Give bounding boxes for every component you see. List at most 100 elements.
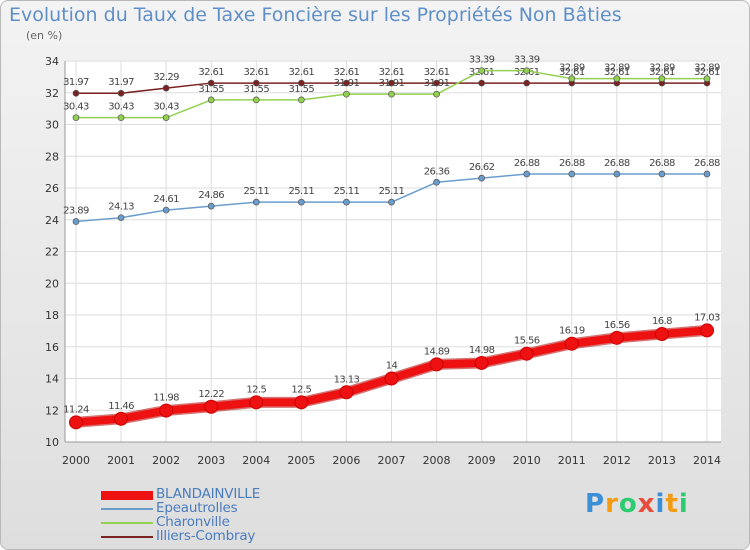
data-label: 23.89 xyxy=(63,205,89,216)
data-point xyxy=(700,323,714,338)
x-tick-label: 2008 xyxy=(423,454,451,467)
data-label: 24.86 xyxy=(198,190,224,201)
y-tick-label: 10 xyxy=(45,436,59,449)
data-point xyxy=(298,79,305,87)
data-label: 26.62 xyxy=(469,162,495,173)
data-point xyxy=(252,96,260,104)
data-point xyxy=(703,170,711,178)
data-point xyxy=(204,399,219,414)
data-label: 24.13 xyxy=(108,202,134,213)
y-tick-label: 16 xyxy=(45,341,59,354)
data-label: 33.39 xyxy=(514,55,540,66)
data-label: 32.29 xyxy=(153,72,179,83)
data-label: 26.88 xyxy=(514,158,540,169)
data-point xyxy=(523,170,531,178)
data-label: 31.97 xyxy=(108,77,134,88)
data-point xyxy=(252,198,260,206)
logo-letter: i xyxy=(655,489,666,519)
x-tick-label: 2006 xyxy=(332,454,360,467)
y-tick-label: 32 xyxy=(45,87,59,100)
data-label: 32.61 xyxy=(424,67,450,78)
data-point xyxy=(114,411,129,426)
data-point xyxy=(252,79,260,87)
data-label: 31.55 xyxy=(243,84,269,95)
legend-swatch-charonville xyxy=(101,522,153,524)
data-label: 31.91 xyxy=(424,78,450,89)
data-point xyxy=(162,84,170,92)
data-label: 25.11 xyxy=(379,186,405,197)
legend-swatch-blandainville xyxy=(101,491,153,500)
data-point xyxy=(478,79,485,87)
x-tick-label: 2011 xyxy=(558,454,586,467)
x-tick-label: 2007 xyxy=(378,454,406,467)
data-label: 32.89 xyxy=(694,63,720,74)
data-point xyxy=(343,79,350,87)
legend-label-blandainville: BLANDAINVILLE xyxy=(156,486,261,502)
data-point xyxy=(207,96,215,104)
data-label: 12.22 xyxy=(198,389,224,400)
grid: 10 12 14 16 18 20 22 24 26 28 30 32 34 2000 2001 2002 20… xyxy=(45,55,721,467)
data-point xyxy=(519,346,534,361)
data-point xyxy=(384,371,399,386)
data-point xyxy=(207,202,215,210)
data-point xyxy=(388,90,395,98)
data-point xyxy=(523,79,531,87)
data-point xyxy=(474,355,489,370)
y-tick-label: 14 xyxy=(45,373,59,386)
data-label: 32.89 xyxy=(649,63,675,74)
data-point xyxy=(654,327,669,342)
data-label: 24.61 xyxy=(153,194,179,205)
data-label: 32.61 xyxy=(334,67,360,78)
data-label: 16.19 xyxy=(559,326,585,337)
data-label: 25.11 xyxy=(289,186,315,197)
data-point xyxy=(343,198,350,206)
x-tick-label: 2004 xyxy=(242,454,270,467)
data-label: 32.89 xyxy=(604,63,630,74)
data-label: 32.61 xyxy=(559,67,585,78)
y-tick-label: 24 xyxy=(45,214,59,227)
y-tick-label: 22 xyxy=(45,246,59,259)
y-tick-label: 20 xyxy=(45,277,59,290)
data-label: 30.43 xyxy=(63,102,89,113)
data-label: 32.89 xyxy=(559,63,585,74)
chart-title: Evolution du Taux de Taxe Foncière sur l… xyxy=(9,4,622,26)
x-tick-label: 2012 xyxy=(603,454,631,467)
data-point xyxy=(658,170,666,178)
data-label: 26.36 xyxy=(424,166,450,177)
series-charonville: 30.43 30.43 30.43 31.55 31.55 31.55 31.91 31.91… xyxy=(63,55,721,122)
legend-swatch-epeautrolles xyxy=(101,508,153,510)
data-label: 30.43 xyxy=(108,102,134,113)
data-point xyxy=(159,403,174,418)
data-label: 26.88 xyxy=(604,158,630,169)
logo-letter: i xyxy=(678,489,689,519)
data-label: 26.88 xyxy=(559,158,585,169)
data-label: 32.61 xyxy=(243,67,269,78)
data-label: 30.43 xyxy=(153,102,179,113)
y-tick-label: 12 xyxy=(45,404,59,417)
x-tick-label: 2005 xyxy=(287,454,315,467)
y-tick-label: 18 xyxy=(45,309,59,322)
data-point xyxy=(478,67,485,75)
x-tick-label: 2009 xyxy=(468,454,496,467)
data-label: 17.03 xyxy=(694,312,720,323)
y-axis-unit-label: (en %) xyxy=(26,29,63,42)
data-point xyxy=(568,75,576,82)
x-tick-label: 2002 xyxy=(152,454,180,467)
legend-label-epeautrolles: Epeautrolles xyxy=(156,500,238,516)
data-point xyxy=(703,75,711,82)
x-tick-label: 2013 xyxy=(648,454,676,467)
data-point xyxy=(478,174,485,182)
data-label: 31.55 xyxy=(289,84,315,95)
x-tick-label: 2014 xyxy=(693,454,721,467)
data-point xyxy=(429,357,444,372)
logo-letter: t xyxy=(665,489,679,519)
x-tick-label: 2010 xyxy=(513,454,541,467)
data-label: 31.91 xyxy=(379,78,405,89)
data-point xyxy=(117,214,125,222)
legend-swatch-illiers-combray xyxy=(101,536,153,538)
data-point xyxy=(69,415,83,430)
data-label: 11.46 xyxy=(108,401,134,412)
legend-label-charonville: Charonville xyxy=(156,514,230,530)
data-point xyxy=(433,90,440,98)
data-label: 31.55 xyxy=(198,84,224,95)
